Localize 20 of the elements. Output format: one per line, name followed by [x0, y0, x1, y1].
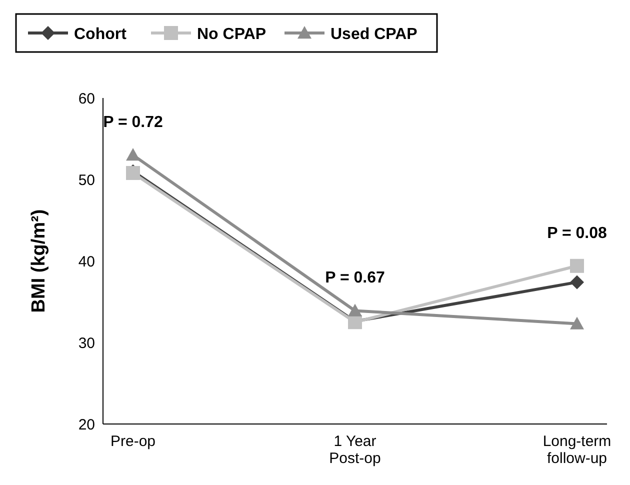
y-axis-title: BMI (kg/m²) — [28, 209, 50, 313]
legend-label: Cohort — [74, 26, 128, 43]
y-tick-label: 50 — [78, 172, 95, 189]
point — [570, 316, 584, 330]
point — [126, 148, 140, 161]
legend-label: No CPAP — [197, 26, 266, 43]
y-tick-label: 30 — [78, 334, 95, 352]
annotation: P = 0.72 — [103, 114, 163, 132]
point — [348, 304, 362, 316]
x-tick-label: Pre-op — [110, 433, 156, 450]
x-tick-label: Long-term follow-up — [542, 433, 612, 467]
annotation: P = 0.08 — [547, 224, 607, 242]
point — [570, 258, 584, 273]
x-tick-label: 1 Year Post-op — [329, 433, 381, 467]
annotation: P = 0.67 — [325, 270, 385, 287]
y-tick-label: 60 — [78, 90, 95, 108]
y-tick-label: 40 — [78, 253, 95, 270]
legend-label: Used CPAP — [330, 26, 418, 43]
y-tick-label: 20 — [78, 416, 95, 434]
point — [570, 275, 584, 290]
